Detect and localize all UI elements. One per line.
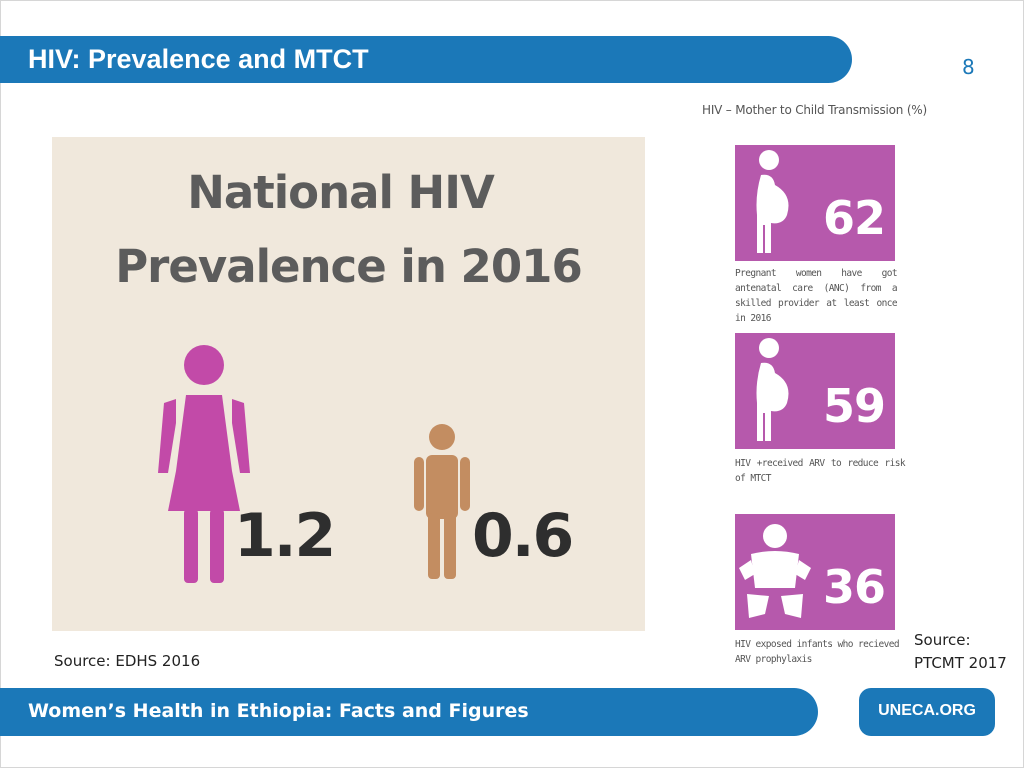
- mtct-value-infant: 36: [822, 560, 886, 614]
- mtct-desc-infant: HIV exposed infants who recieved ARV pro…: [735, 639, 900, 665]
- infant-icon: [739, 524, 811, 618]
- mtct-desc-arv: HIV +received ARV to reduce risk of MTCT: [735, 458, 906, 484]
- footer-bar: Women’s Health in Ethiopia: Facts and Fi…: [0, 688, 818, 736]
- man-icon: [414, 424, 470, 579]
- mtct-value-anc: 62: [822, 191, 886, 245]
- male-prevalence-value: 0.6: [472, 501, 574, 571]
- mtct-tile-arv: 59: [735, 333, 895, 449]
- title-bar: HIV: Prevalence and MTCT: [0, 36, 852, 83]
- source-edhs: Source: EDHS 2016: [54, 652, 201, 670]
- female-prevalence-value: 1.2: [234, 501, 336, 571]
- woman-icon: [158, 345, 250, 583]
- footer-title: Women’s Health in Ethiopia: Facts and Fi…: [28, 700, 529, 722]
- source-ptcmt-line2: PTCMT 2017: [914, 654, 1007, 672]
- mtct-tile-anc: 62: [735, 145, 895, 261]
- prevalence-title-line2: Prevalence in 2016: [115, 240, 583, 293]
- page-number: 8: [962, 55, 975, 79]
- mtct-value-arv: 59: [822, 379, 886, 433]
- prevalence-title-line1: National HIV: [187, 166, 495, 219]
- national-prevalence-panel: National HIV Prevalence in 2016 1.2 0.6: [52, 137, 645, 631]
- page-title: HIV: Prevalence and MTCT: [28, 44, 369, 74]
- source-ptcmt-line1: Source:: [914, 631, 971, 649]
- uneca-link-label: UNECA.ORG: [878, 702, 976, 719]
- uneca-link-button[interactable]: UNECA.ORG: [859, 688, 995, 736]
- mtct-desc-anc: Pregnant women have got antenatal care (…: [735, 268, 898, 324]
- mtct-tile-infant: 36: [735, 514, 895, 630]
- mtct-heading: HIV – Mother to Child Transmission (%): [702, 103, 927, 117]
- source-ptcmt: Source: PTCMT 2017: [914, 629, 1007, 675]
- pregnant-woman-icon: [756, 338, 789, 441]
- pregnant-woman-icon: [756, 150, 789, 253]
